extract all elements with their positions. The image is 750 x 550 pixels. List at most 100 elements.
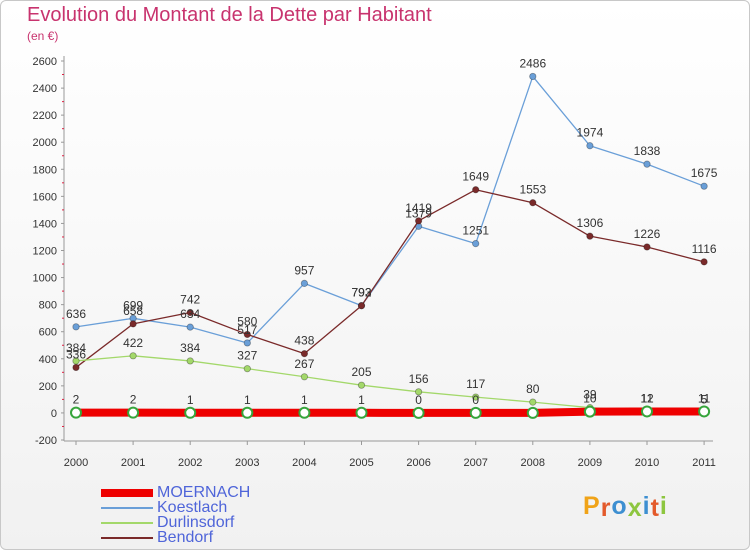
- data-label: 384: [66, 341, 86, 355]
- legend-item-durlinsdorf: Durlinsdorf: [101, 515, 250, 531]
- data-label: 1649: [462, 170, 489, 184]
- data-point-moernach: [641, 405, 653, 418]
- data-label: 438: [294, 334, 314, 348]
- data-label: 0: [472, 393, 479, 407]
- data-label: 11: [698, 391, 711, 405]
- data-point-bendorf: [643, 243, 651, 251]
- data-point-durlinsdorf: [186, 357, 194, 365]
- data-point-moernach: [583, 405, 596, 418]
- data-point-moernach: [698, 405, 711, 418]
- legend: MOERNACH Koestlach Durlinsdorf Bendorf: [101, 484, 251, 546]
- y-tick-label: 2400: [33, 83, 57, 95]
- data-label: 117: [466, 377, 485, 391]
- y-tick-label: 1800: [33, 164, 57, 176]
- series-line-bendorf: [75, 189, 705, 368]
- x-tick-label: 2009: [578, 457, 602, 469]
- legend-label: Koestlach: [157, 499, 228, 516]
- y-tick-label: 600: [39, 327, 57, 339]
- x-tick-label: 2006: [406, 457, 430, 469]
- data-label: 12: [640, 391, 654, 405]
- data-point-moernach: [469, 406, 482, 419]
- data-label: 658: [123, 304, 143, 318]
- data-point-moernach: [298, 406, 311, 419]
- y-tick-label: 400: [39, 354, 57, 366]
- data-label: 1553: [519, 183, 546, 197]
- data-point-durlinsdorf: [529, 398, 537, 406]
- data-label: 742: [180, 292, 200, 306]
- data-label: 2: [73, 393, 80, 407]
- y-tick-label: 1200: [33, 246, 57, 258]
- y-tick-label: 1000: [33, 273, 57, 285]
- data-label: 1226: [634, 227, 661, 241]
- series-line-koestlach: [75, 75, 705, 344]
- x-tick-label: 2004: [292, 457, 316, 469]
- data-label: 580: [237, 314, 257, 328]
- legend-swatch: [101, 488, 153, 497]
- data-point-koestlach: [700, 182, 708, 190]
- data-point-bendorf: [129, 320, 137, 328]
- data-point-durlinsdorf: [72, 357, 80, 365]
- data-label: 1: [301, 393, 308, 407]
- data-label: 792: [351, 286, 371, 300]
- data-label: 205: [351, 365, 371, 379]
- data-label: 2486: [519, 56, 546, 70]
- data-point-bendorf: [72, 363, 80, 372]
- y-tick-label: 2000: [33, 137, 57, 149]
- x-tick-label: 2010: [635, 457, 659, 469]
- data-label: 957: [294, 263, 314, 277]
- data-point-koestlach: [243, 339, 251, 347]
- data-point-durlinsdorf: [472, 393, 480, 401]
- data-point-koestlach: [472, 239, 480, 248]
- series-line-moernach: [76, 407, 705, 417]
- legend-swatch: [101, 536, 153, 539]
- data-point-durlinsdorf: [300, 373, 308, 381]
- data-label: 336: [66, 347, 86, 361]
- data-label: 267: [294, 357, 314, 371]
- y-tick-label: -200: [35, 435, 57, 447]
- data-label: 1306: [577, 216, 604, 230]
- y-tick-label: 2200: [33, 110, 57, 122]
- data-label: 80: [526, 382, 540, 396]
- data-label: 1379: [405, 206, 432, 220]
- data-label: 1: [187, 393, 194, 407]
- data-point-bendorf: [186, 308, 194, 317]
- y-tick-label: 0: [51, 408, 57, 420]
- data-label: 1974: [577, 126, 604, 140]
- data-point-durlinsdorf: [243, 365, 251, 373]
- chart-unit-label: (en €): [27, 29, 59, 43]
- x-tick-label: 2000: [64, 457, 88, 469]
- x-tick-label: 2005: [349, 457, 373, 469]
- x-tick-label: 2008: [521, 457, 545, 469]
- data-point-moernach: [241, 406, 254, 419]
- data-point-moernach: [127, 406, 140, 419]
- data-label: 156: [409, 372, 429, 386]
- legend-swatch: [101, 506, 153, 509]
- legend-label: MOERNACH: [157, 484, 251, 501]
- data-label: 2: [130, 393, 137, 407]
- data-label: 1251: [462, 224, 489, 238]
- y-tick-label: 2600: [33, 56, 57, 68]
- data-label: 1838: [634, 144, 661, 158]
- data-point-bendorf: [414, 217, 423, 225]
- data-label: 1419: [405, 201, 432, 215]
- data-label: 1: [358, 393, 365, 407]
- data-point-koestlach: [300, 279, 308, 287]
- y-tick-label: 800: [39, 300, 57, 312]
- data-point-durlinsdorf: [357, 381, 366, 389]
- data-label: 1: [244, 393, 251, 407]
- proxiti-logo: Proxiti: [583, 492, 668, 522]
- data-label: 384: [180, 341, 200, 355]
- data-point-bendorf: [472, 186, 480, 194]
- data-point-moernach: [184, 406, 197, 419]
- x-tick-label: 2011: [692, 457, 716, 469]
- data-label: 517: [237, 323, 257, 337]
- data-point-bendorf: [357, 302, 366, 310]
- x-tick-label: 2007: [463, 457, 487, 469]
- chart-title: Evolution du Montant de la Dette par Hab…: [27, 4, 432, 26]
- data-label: 0: [415, 393, 422, 407]
- data-point-koestlach: [643, 160, 651, 168]
- data-label: 793: [351, 286, 371, 300]
- data-point-koestlach: [586, 142, 594, 150]
